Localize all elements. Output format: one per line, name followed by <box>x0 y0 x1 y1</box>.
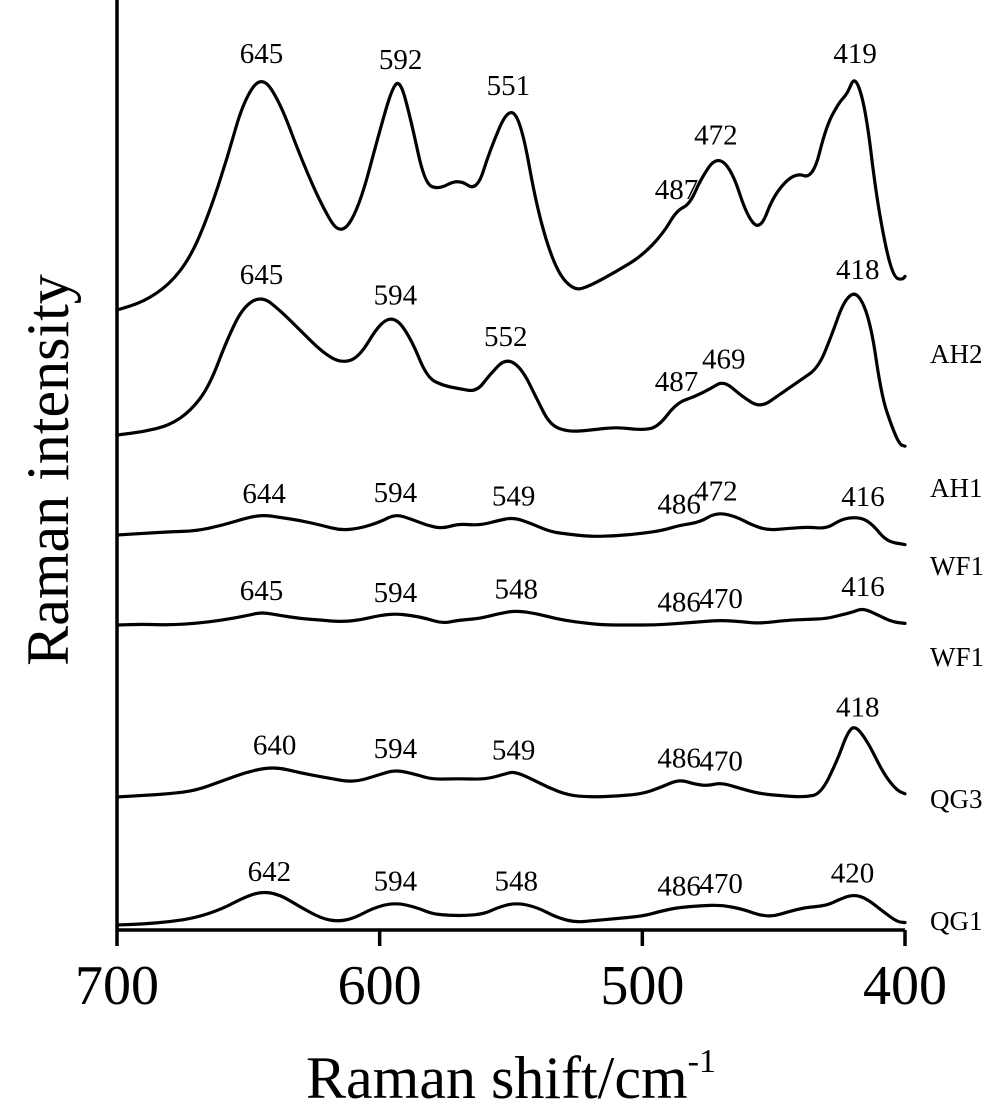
spectrum-line <box>115 607 907 627</box>
peak-label: 594 <box>374 477 418 509</box>
peak-label: 549 <box>492 734 536 766</box>
series-name-label: WF1 <box>930 642 984 672</box>
peak-label: 487 <box>655 366 699 398</box>
peak-label: 645 <box>240 575 284 607</box>
peak-label: 594 <box>374 733 418 765</box>
spectrum-line <box>115 292 907 448</box>
series-name-label: WF1 <box>930 551 984 581</box>
peak-label: 418 <box>836 692 880 724</box>
peak-label: 486 <box>657 488 701 520</box>
peak-label: 486 <box>657 742 701 774</box>
peak-label: 592 <box>379 44 423 76</box>
peak-label: 416 <box>841 481 885 513</box>
x-axis-title: Raman shift/cm-1 <box>306 1043 716 1111</box>
axes: 700 600 500 400 <box>75 0 947 1017</box>
spectrum-line <box>115 890 907 927</box>
peak-label: 486 <box>657 870 701 902</box>
peak-label: 642 <box>248 856 292 888</box>
peak-label: 645 <box>240 259 284 291</box>
peak-label: 594 <box>374 866 418 898</box>
x-axis-title-main: Raman shift/cm <box>306 1045 688 1111</box>
peak-label: 419 <box>833 38 877 70</box>
peak-label: 644 <box>242 478 286 510</box>
peak-label: 418 <box>836 254 880 286</box>
series-name-label: AH1 <box>930 473 983 503</box>
x-axis-title-superscript: -1 <box>688 1043 716 1080</box>
peak-label: 469 <box>702 344 746 376</box>
peak-label: 472 <box>694 476 738 508</box>
peak-label: 470 <box>699 746 743 778</box>
series-name-label: QG1 <box>930 906 983 936</box>
x-ticks: 700 600 500 400 <box>75 930 947 1017</box>
peak-label: 472 <box>694 119 738 151</box>
peak-label: 549 <box>492 480 536 512</box>
peak-label: 594 <box>374 577 418 609</box>
peak-label: 548 <box>495 574 539 606</box>
peak-label: 486 <box>657 586 701 618</box>
spectrum-line <box>115 512 907 547</box>
peak-label: 416 <box>841 571 885 603</box>
peak-label: 548 <box>495 866 539 898</box>
peak-label: 640 <box>253 730 297 762</box>
peak-label: 645 <box>240 38 284 70</box>
y-axis-title: Raman intensity <box>15 274 81 666</box>
peak-label: 594 <box>374 280 418 312</box>
peak-label: 470 <box>699 583 743 615</box>
peak-label: 551 <box>487 70 531 102</box>
x-tick-label: 500 <box>600 955 684 1017</box>
spectrum-line <box>115 726 907 799</box>
peak-label: 552 <box>484 321 528 353</box>
x-tick-label: 700 <box>75 955 159 1017</box>
peak-label: 420 <box>831 858 875 890</box>
spectrum-line <box>115 79 907 312</box>
series-ah2-5: 645 592 551 487 472 419 AH2 <box>115 38 983 369</box>
peak-label: 487 <box>655 174 699 206</box>
x-tick-label: 400 <box>863 955 947 1017</box>
peak-label: 470 <box>699 868 743 900</box>
series-name-label: AH2 <box>930 339 983 369</box>
series-name-label: QG3 <box>930 784 983 814</box>
x-tick-label: 600 <box>338 955 422 1017</box>
